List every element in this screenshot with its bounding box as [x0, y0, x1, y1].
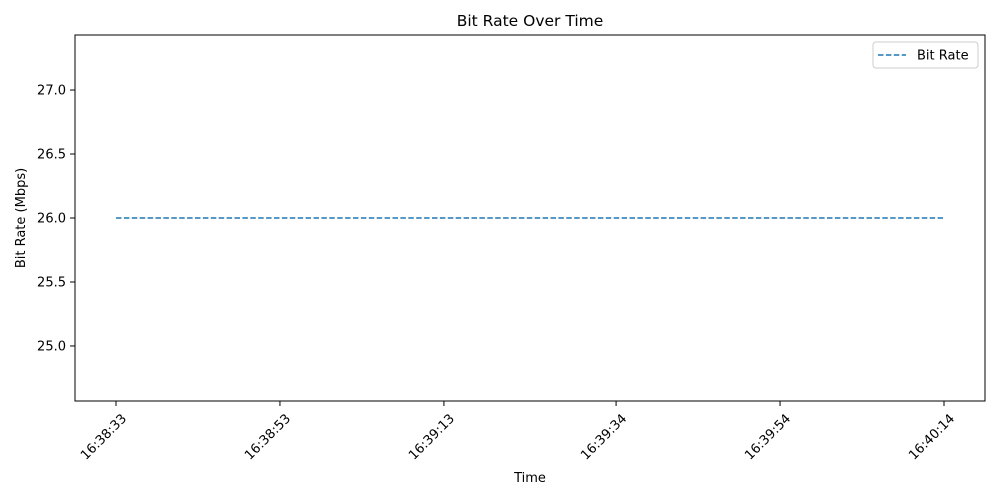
- y-tick-label: 25.5: [37, 275, 66, 290]
- x-axis-ticks: 16:38:33 16:38:53 16:39:13 16:39:34 16:39:54…: [78, 401, 958, 463]
- y-tick-label: 27.0: [37, 84, 66, 99]
- y-axis-ticks: 25.0 25.5 26.0 26.5 27.0: [37, 84, 75, 354]
- y-tick-label: 25.0: [37, 339, 66, 354]
- x-axis-title: Time: [513, 471, 546, 486]
- x-tick-label: 16:38:53: [242, 411, 294, 463]
- legend-label-bit-rate: Bit Rate: [917, 49, 969, 64]
- x-tick-label: 16:40:14: [906, 411, 958, 463]
- legend: Bit Rate: [872, 41, 979, 69]
- x-tick-label: 16:39:54: [742, 411, 794, 463]
- legend-box: [872, 41, 979, 69]
- y-axis-title: Bit Rate (Mbps): [14, 168, 29, 268]
- x-tick-label: 16:38:33: [78, 411, 130, 463]
- chart-title: Bit Rate Over Time: [457, 12, 604, 30]
- y-tick-label: 26.0: [37, 212, 66, 227]
- x-tick-label: 16:39:34: [578, 411, 630, 463]
- x-tick-label: 16:39:13: [406, 411, 458, 463]
- y-tick-label: 26.5: [37, 148, 66, 163]
